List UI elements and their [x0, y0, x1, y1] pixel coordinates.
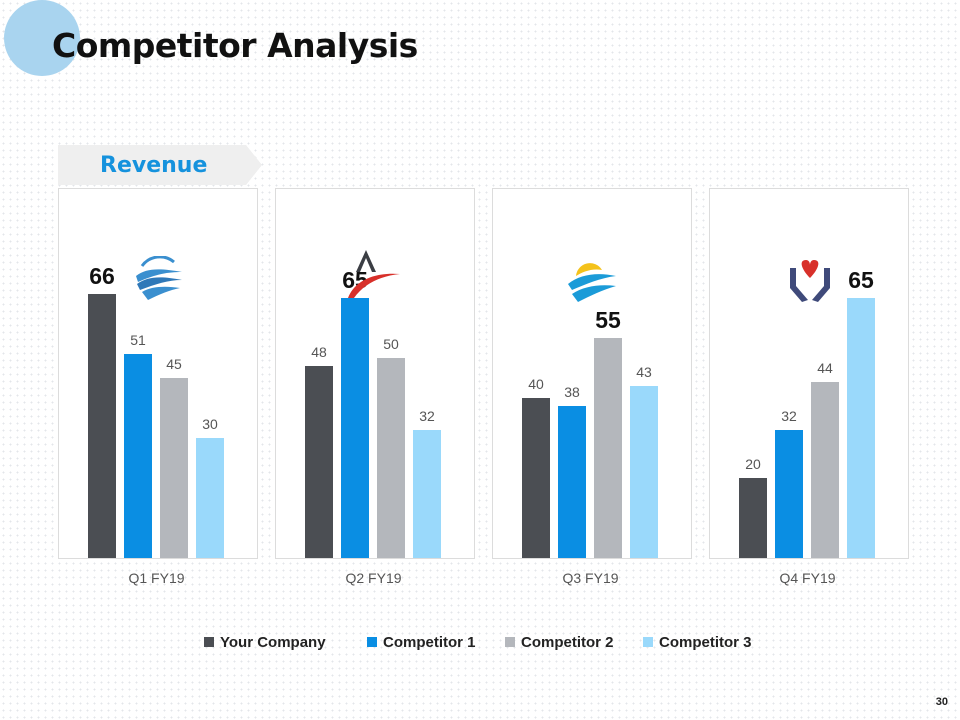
- bar: [377, 358, 405, 558]
- legend-label: Competitor 3: [659, 634, 752, 651]
- bar: [413, 430, 441, 558]
- legend-swatch: [367, 637, 377, 647]
- hands-heart-icon: [790, 260, 830, 302]
- bar: [522, 398, 550, 558]
- category-label: Q2 FY19: [345, 570, 401, 586]
- revenue-section-tag: Revenue: [58, 145, 262, 185]
- legend-label: Competitor 1: [383, 634, 476, 651]
- category-label: Q3 FY19: [562, 570, 618, 586]
- data-label: 50: [383, 336, 399, 352]
- data-label: 38: [564, 384, 580, 400]
- data-label: 51: [130, 332, 146, 348]
- legend-label: Competitor 2: [521, 634, 614, 651]
- category-label: Q1 FY19: [128, 570, 184, 586]
- page-title: Competitor Analysis: [52, 26, 418, 65]
- bar: [196, 438, 224, 558]
- highlight-data-label: 65: [848, 267, 874, 293]
- data-label: 32: [419, 408, 435, 424]
- bar: [558, 406, 586, 558]
- data-label: 45: [166, 356, 182, 372]
- data-label: 30: [202, 416, 218, 432]
- legend-swatch: [643, 637, 653, 647]
- bar: [847, 298, 875, 558]
- bar: [341, 298, 369, 558]
- category-label: Q4 FY19: [779, 570, 835, 586]
- bar: [160, 378, 188, 558]
- bar: [124, 354, 152, 558]
- bar: [739, 478, 767, 558]
- blue-waves-globe-icon: [136, 256, 182, 300]
- bar: [305, 366, 333, 558]
- bar: [811, 382, 839, 558]
- highlight-data-label: 66: [89, 263, 115, 289]
- data-label: 44: [817, 360, 833, 376]
- bar: [88, 294, 116, 558]
- legend-swatch: [204, 637, 214, 647]
- legend-swatch: [505, 637, 515, 647]
- legend-label: Your Company: [220, 634, 326, 651]
- page-number: 30: [935, 696, 948, 708]
- data-label: 40: [528, 376, 544, 392]
- sun-waves-icon: [568, 263, 616, 302]
- decorative-circle: [4, 0, 80, 76]
- red-swoosh-a-icon: [348, 250, 400, 298]
- bar: [630, 386, 658, 558]
- data-label: 43: [636, 364, 652, 380]
- bar: [775, 430, 803, 558]
- bar: [594, 338, 622, 558]
- data-label: 48: [311, 344, 327, 360]
- data-label: 20: [745, 456, 761, 472]
- revenue-label: Revenue: [100, 153, 208, 178]
- highlight-data-label: 55: [595, 307, 621, 333]
- data-label: 32: [781, 408, 797, 424]
